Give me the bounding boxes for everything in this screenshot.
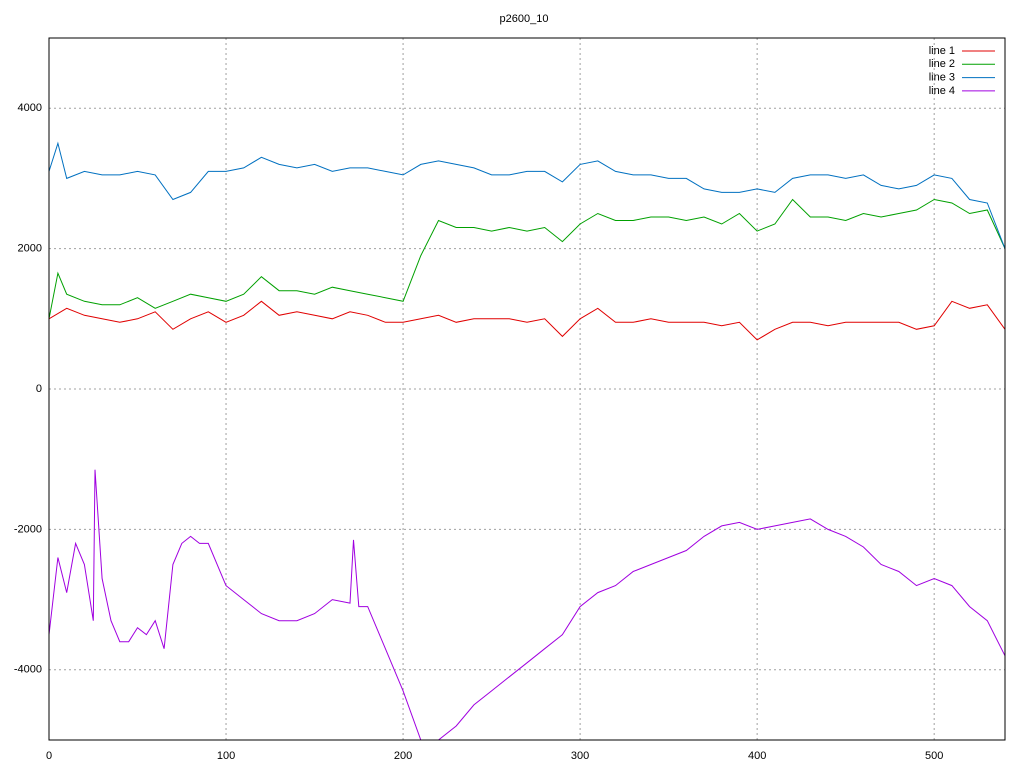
plot-lines <box>49 141 1005 740</box>
y-tick-label: 0 <box>36 383 42 395</box>
data-line <box>49 469 1005 740</box>
legend-label: line 3 <box>929 72 955 84</box>
y-tick-label: -4000 <box>14 664 42 676</box>
x-tick-label: 400 <box>748 750 766 762</box>
data-line <box>49 141 1005 249</box>
y-tick-label: -2000 <box>14 523 42 535</box>
legend-label: line 2 <box>929 58 955 70</box>
grid <box>48 38 1005 740</box>
x-tick-label: 500 <box>925 750 943 762</box>
chart-title: p2600_10 <box>500 13 549 25</box>
x-tick-label: 300 <box>571 750 589 762</box>
x-tick-label: 100 <box>217 750 235 762</box>
x-tick-label: 0 <box>46 750 52 762</box>
legend-label: line 1 <box>929 45 955 57</box>
data-line <box>49 198 1005 319</box>
data-line <box>49 300 1005 341</box>
x-tick-label: 200 <box>394 750 412 762</box>
y-tick-label: 4000 <box>18 102 42 114</box>
y-tick-label: 2000 <box>18 243 42 255</box>
legend-label: line 4 <box>929 85 955 97</box>
plot-border <box>48 37 1006 741</box>
